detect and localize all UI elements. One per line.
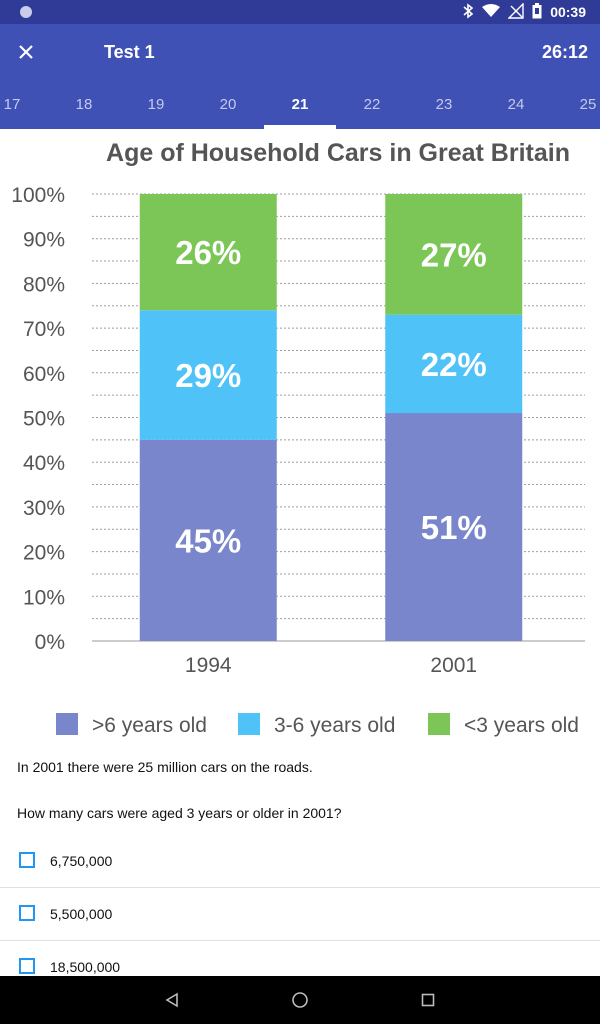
home-button[interactable] xyxy=(288,988,312,1012)
app-bar: Test 1 26:12 17 18 19 20 21 22 23 24 25 xyxy=(0,24,600,129)
tab-25[interactable]: 25 xyxy=(579,96,597,113)
no-signal-icon xyxy=(507,1,524,22)
bar-segment xyxy=(385,194,523,315)
y-tick-label: 30% xyxy=(23,497,65,520)
y-tick-label: 80% xyxy=(23,273,65,296)
bar-segment xyxy=(385,314,523,414)
bar-segment xyxy=(139,439,277,641)
y-tick-label: 70% xyxy=(23,318,65,341)
tab-21[interactable]: 21 xyxy=(264,84,336,129)
x-tick-label: 1994 xyxy=(185,654,232,677)
data-label: 26% xyxy=(175,234,241,271)
checkbox[interactable] xyxy=(19,905,35,921)
option-label: 6,750,000 xyxy=(50,853,113,869)
status-bar: 00:39 xyxy=(0,0,600,24)
legend-swatch xyxy=(428,713,450,735)
data-label: 22% xyxy=(421,346,487,383)
y-tick-label: 40% xyxy=(23,452,65,475)
data-label: 29% xyxy=(175,357,241,394)
tab-24[interactable]: 24 xyxy=(507,96,525,113)
chart: Age of Household Cars in Great Britain 0%… xyxy=(0,129,600,749)
app-title: Test 1 xyxy=(104,42,155,62)
bar-segment xyxy=(385,413,523,641)
checkbox[interactable] xyxy=(19,958,35,974)
data-label: 45% xyxy=(175,522,241,559)
legend-label: >6 years old xyxy=(92,714,207,737)
question-tabs: 17 18 19 20 21 22 23 24 25 xyxy=(0,84,600,129)
legend-swatch xyxy=(56,713,78,735)
tab-19[interactable]: 19 xyxy=(147,96,165,113)
y-tick-label: 90% xyxy=(23,229,65,252)
close-icon xyxy=(19,45,33,59)
option-label: 5,500,000 xyxy=(50,906,113,922)
question-context: In 2001 there were 25 million cars on th… xyxy=(17,759,313,775)
status-time: 00:39 xyxy=(550,4,586,20)
back-button[interactable] xyxy=(160,988,184,1012)
x-tick-label: 2001 xyxy=(430,654,477,677)
option-label: 18,500,000 xyxy=(50,959,121,975)
y-tick-label: 60% xyxy=(23,363,65,386)
status-icons: 00:39 xyxy=(462,1,586,22)
recents-button[interactable] xyxy=(416,988,440,1012)
answer-option[interactable]: 6,750,000 xyxy=(0,835,600,888)
timer: 26:12 xyxy=(541,42,588,62)
stacked-bar-chart: Age of Household Cars in Great Britain 0%… xyxy=(11,139,585,737)
legend-swatch xyxy=(238,713,260,735)
wifi-icon xyxy=(482,3,501,21)
close-button[interactable] xyxy=(10,34,42,70)
answer-option[interactable]: 18,500,000 xyxy=(0,941,600,993)
y-tick-label: 50% xyxy=(23,408,65,431)
bluetooth-icon xyxy=(462,2,474,22)
legend-label: 3-6 years old xyxy=(274,714,395,737)
y-tick-label: 20% xyxy=(23,542,65,565)
bar-segment xyxy=(139,310,277,440)
home-icon xyxy=(292,992,308,1008)
question: In 2001 there were 25 million cars on th… xyxy=(17,758,583,822)
tab-20[interactable]: 20 xyxy=(219,96,237,113)
tab-18[interactable]: 18 xyxy=(75,96,93,113)
answer-option[interactable]: 5,500,000 xyxy=(0,888,600,941)
y-tick-label: 100% xyxy=(11,184,65,207)
data-label: 27% xyxy=(421,236,487,273)
y-tick-label: 10% xyxy=(23,586,65,609)
checkbox[interactable] xyxy=(19,852,35,868)
tab-22[interactable]: 22 xyxy=(363,96,381,113)
tab-23[interactable]: 23 xyxy=(435,96,453,113)
legend-label: <3 years old xyxy=(464,714,579,737)
battery-icon xyxy=(532,2,542,22)
y-tick-label: 0% xyxy=(35,631,65,654)
question-prompt: How many cars were aged 3 years or older… xyxy=(17,805,342,821)
back-icon xyxy=(165,992,178,1008)
data-label: 51% xyxy=(421,509,487,546)
notification-icon xyxy=(20,6,32,18)
tab-17[interactable]: 17 xyxy=(3,96,21,113)
recents-icon xyxy=(421,993,435,1007)
navigation-bar xyxy=(0,976,600,1024)
answer-options: 6,750,000 5,500,000 18,500,000 xyxy=(0,835,600,993)
bar-segment xyxy=(139,194,277,311)
chart-title: Age of Household Cars in Great Britain xyxy=(106,139,570,167)
